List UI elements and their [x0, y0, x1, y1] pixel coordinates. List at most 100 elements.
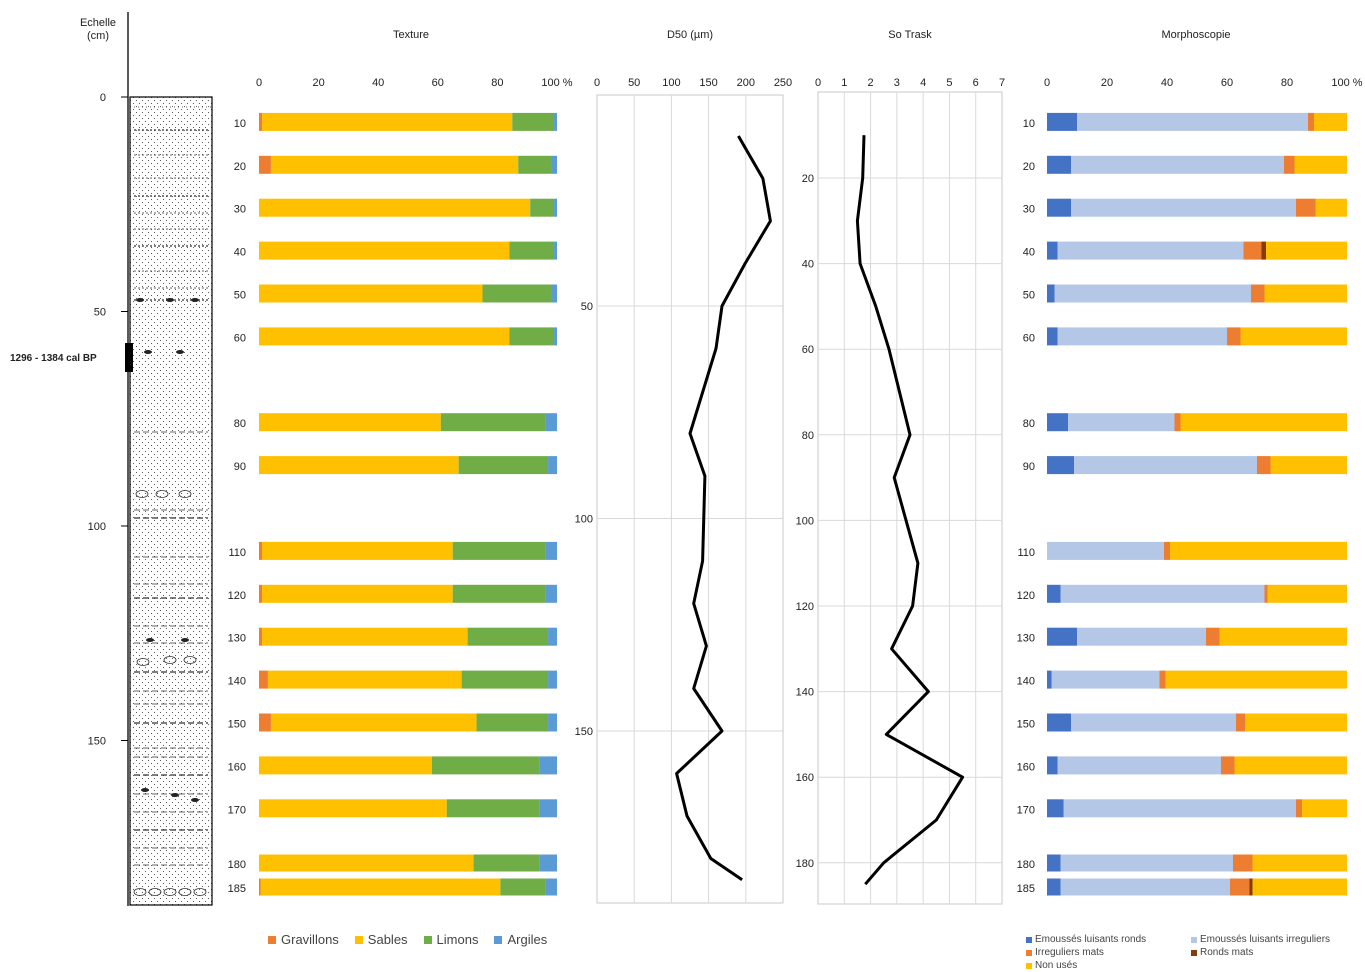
bar-segment-emousses_ronds [1047, 327, 1058, 346]
y-tick-label: 50 [581, 301, 593, 313]
bar-segment-limons [509, 241, 555, 260]
bar-segment-gravillons [259, 584, 262, 603]
legend-swatch [1191, 936, 1197, 943]
bar-segment-argiles [539, 854, 557, 872]
bar-segment-irreguliers_mats [1243, 241, 1262, 260]
bar-segment-non_uses [1165, 670, 1347, 689]
bar-segment-irreguliers_mats [1221, 756, 1235, 775]
bar-segment-argiles [548, 713, 557, 732]
bar-segment-gravillons [259, 627, 262, 646]
legend-label: Limons [436, 932, 479, 947]
bar-segment-emousses_irreg [1077, 112, 1308, 131]
date-marker [125, 343, 133, 372]
bar-segment-non_uses [1266, 241, 1347, 260]
panel-title: D50 (µm) [667, 29, 713, 41]
depth-label: 20 [234, 161, 246, 173]
bar-segment-irreguliers_mats [1296, 799, 1302, 818]
bar-segment-non_uses [1252, 854, 1347, 872]
x-tick-label: 0 [1044, 77, 1050, 89]
x-tick-label: 5 [946, 77, 952, 89]
bar-segment-sables [259, 241, 510, 260]
panel-title: Texture [393, 29, 429, 41]
bar-segment-sables [260, 878, 501, 896]
bar-segment-limons [467, 627, 549, 646]
x-tick-label: 4 [920, 77, 926, 89]
bar-segment-irreguliers_mats [1233, 854, 1253, 872]
bar-segment-irreguliers_mats [1174, 413, 1181, 432]
depth-label: 60 [1023, 332, 1035, 344]
x-tick-label: 100 [662, 77, 680, 89]
legend-item: Argiles [494, 932, 547, 947]
depth-label: 50 [1023, 290, 1035, 302]
depth-label: 50 [234, 290, 246, 302]
log-gravel [135, 490, 149, 498]
depth-label: 80 [1023, 418, 1035, 430]
y-tick-label: 150 [575, 726, 593, 738]
x-tick-label: 0 [815, 77, 821, 89]
bar-segment-sables [261, 584, 453, 603]
legend-swatch [423, 935, 432, 944]
bar-segment-sables [270, 155, 519, 174]
texture-legend: Gravillons Sables Limons Argiles [268, 932, 547, 947]
bar-segment-emousses_ronds [1047, 854, 1061, 872]
bar-segment-irreguliers_mats [1227, 327, 1241, 346]
bar-segment-emousses_ronds [1047, 799, 1064, 818]
legend-label: Irreguliers mats [1035, 947, 1104, 958]
bar-segment-emousses_irreg [1071, 198, 1296, 217]
bar-segment-gravillons [259, 878, 261, 896]
bar-segment-non_uses [1294, 155, 1347, 174]
depth-label: 60 [234, 332, 246, 344]
y-tick-label: 20 [802, 173, 814, 185]
x-tick-label: 2 [868, 77, 874, 89]
bar-segment-limons [482, 284, 552, 303]
bar-segment-limons [476, 713, 549, 732]
depth-label: 160 [1017, 761, 1035, 773]
bar-segment-argiles [548, 456, 557, 475]
log-pebble [166, 298, 174, 302]
x-tick-label: 50 [628, 77, 640, 89]
bar-segment-emousses_irreg [1060, 584, 1265, 603]
log-gravel [178, 888, 192, 896]
bar-segment-sables [267, 670, 462, 689]
bar-segment-irreguliers_mats [1164, 541, 1170, 560]
bar-segment-limons [530, 198, 555, 217]
bar-segment-argiles [545, 413, 557, 432]
legend-swatch [268, 935, 276, 944]
so-trask-panel: So Trask 0 1 2 3 4 5 6 7 20 40 60 80 100 120 140 160 180 [796, 29, 1005, 905]
legend-item: Gravillons [268, 932, 339, 947]
bar-segment-sables [259, 284, 483, 303]
legend-item: Non usés [1026, 959, 1191, 972]
plot-frame [817, 91, 1003, 905]
bar-segment-emousses_ronds [1047, 284, 1055, 303]
bar-segment-gravillons [259, 112, 262, 131]
bar-segment-gravillons [259, 713, 271, 732]
bar-segment-non_uses [1267, 584, 1347, 603]
bar-segment-irreguliers_mats [1230, 878, 1250, 896]
d50-panel: D50 (µm) 0 50 100 150 200 250 50 100 150 [575, 29, 792, 904]
log-gravel [133, 888, 147, 896]
bar-segment-sables [261, 541, 453, 560]
bar-segment-non_uses [1170, 541, 1347, 560]
log-gravel [163, 888, 177, 896]
depth-label: 185 [1017, 883, 1035, 895]
bar-segment-non_uses [1234, 756, 1347, 775]
legend-label: Argiles [507, 932, 548, 947]
legend-item: Sables [354, 932, 408, 947]
plot-frame [596, 94, 784, 904]
bar-segment-non_uses [1270, 456, 1347, 475]
bar-segment-irreguliers_mats [1257, 456, 1271, 475]
depth-label: 130 [1017, 633, 1035, 645]
bar-segment-emousses_irreg [1060, 854, 1233, 872]
bar-segment-limons [431, 756, 540, 775]
x-tick-label: 20 [1101, 77, 1113, 89]
x-tick-label: 150 [699, 77, 717, 89]
morphoscopie-legend: Emoussés luisants ronds Emoussés luisants… [1026, 933, 1361, 972]
y-tick-label: 60 [802, 344, 814, 356]
depth-label: 90 [1023, 461, 1035, 473]
log-pebble [144, 350, 152, 354]
x-tick-label: 6 [973, 77, 979, 89]
legend-label: Non usés [1035, 960, 1078, 971]
legend-swatch [1026, 949, 1032, 956]
bar-segment-emousses_ronds [1047, 112, 1077, 131]
log-pebble [141, 788, 149, 792]
